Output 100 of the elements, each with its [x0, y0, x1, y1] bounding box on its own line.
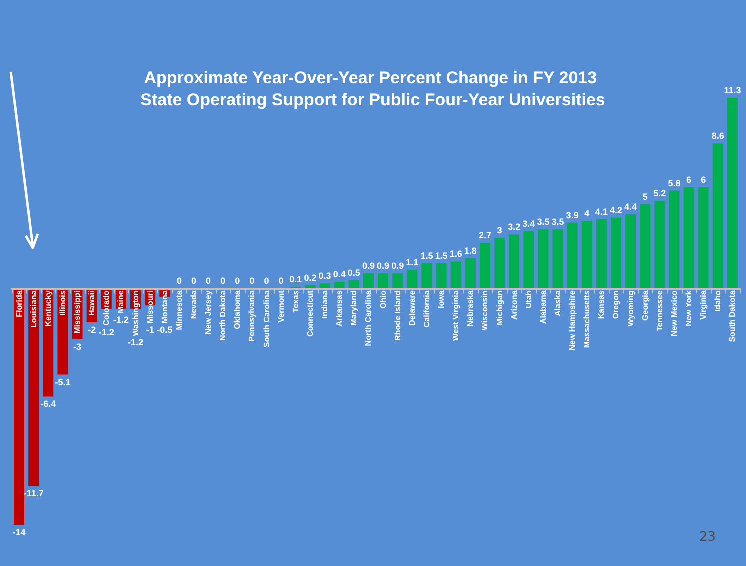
x-tick-label: Arkansas: [335, 290, 344, 327]
data-label: 0: [176, 276, 182, 286]
data-label: 0.9: [392, 261, 404, 272]
x-tick-label: North Carolina: [364, 290, 374, 346]
data-label: 1.8: [464, 246, 477, 256]
data-label: 4.4: [624, 202, 638, 212]
text: 23: [699, 530, 716, 545]
x-tick-label: California: [422, 290, 432, 328]
x-tick-label: Florida: [14, 290, 24, 318]
data-label: 0: [250, 276, 255, 286]
data-label: 1.5: [435, 250, 448, 261]
x-tick-label: Iowa: [437, 290, 446, 308]
x-tick-label: Mississippi: [73, 290, 82, 334]
data-label: 1.1: [406, 258, 419, 268]
x-tick-label: Vermont: [276, 290, 286, 323]
x-tick-label: Nevada: [190, 290, 198, 320]
x-tick-label: Ohio: [378, 290, 388, 309]
x-tick-label: Wisconsin: [480, 290, 490, 331]
x-tick-label: North Dakota: [218, 290, 228, 341]
x-tick-label: South Dakota: [728, 290, 738, 342]
x-tick-label: Tennessee: [655, 290, 664, 332]
data-label: 4: [584, 208, 590, 219]
x-tick-label: New Jersey: [204, 290, 214, 335]
x-tick-label: Connecticut: [306, 290, 315, 337]
x-tick-label: Utah: [524, 290, 534, 308]
data-label: 0.4: [333, 269, 346, 280]
x-tick-label: Wyoming: [626, 290, 636, 327]
x-tick-label: South Carolina: [262, 290, 272, 348]
x-tick-label: Oregon: [612, 290, 621, 320]
data-label: -2: [88, 324, 96, 335]
x-tick-label: Michigan: [495, 290, 504, 326]
data-label: -0.5: [157, 325, 173, 336]
x-tick-label: New York: [684, 290, 694, 326]
x-tick-label: Kansas: [597, 290, 606, 320]
chart-title: Approximate Year-Over-Year Percent Change in FY 2013 State Operating Support for Public Four-Year Universities: [140, 68, 606, 110]
data-label: 4.2: [610, 205, 622, 216]
x-tick-label: Washington: [131, 290, 140, 336]
data-label: 3.5: [552, 217, 564, 228]
data-label: -1: [146, 325, 154, 336]
data-label: 0.3: [318, 271, 332, 282]
data-label: 0.2: [304, 272, 317, 283]
data-label: 2.7: [478, 230, 492, 241]
x-tick-label: Minnesota: [174, 290, 184, 330]
x-tick-label: Hawaii: [88, 290, 97, 316]
data-label: 3.2: [508, 222, 521, 232]
data-label: 6: [701, 174, 706, 185]
data-label: 0.9: [377, 261, 390, 272]
data-label: 0: [220, 276, 226, 286]
data-label: 1.5: [420, 250, 434, 261]
data-label: 0: [191, 276, 197, 286]
data-label: -14: [12, 528, 26, 538]
x-tick-label: Louisiana: [29, 290, 38, 328]
data-label: 0: [206, 276, 212, 286]
x-tick-label: Virginia: [699, 290, 708, 320]
x-tick-label: Indiana: [320, 290, 330, 319]
data-label: 5: [642, 192, 648, 202]
data-label: -3: [74, 342, 82, 352]
data-label: -1.2: [113, 314, 129, 325]
x-tick-label: Illinois: [58, 290, 68, 316]
x-tick-label: Arizona: [510, 290, 519, 320]
x-tick-label: West Virginia: [452, 290, 461, 342]
x-tick-label: Texas: [291, 290, 300, 313]
x-tick-label: Alabama: [538, 290, 548, 324]
data-label: -1.2: [98, 327, 114, 338]
data-label: 3.9: [566, 210, 579, 220]
x-tick-label: Colorado: [102, 290, 112, 326]
data-label: 3: [497, 226, 502, 236]
x-tick-label: Missouri: [146, 290, 155, 324]
data-label: 5.8: [668, 178, 681, 188]
x-tick-label: Pennsylvania: [248, 290, 257, 342]
x-tick-label: Delaware: [408, 290, 417, 326]
x-tick-label: Montana: [160, 290, 170, 324]
data-label: 0: [235, 276, 240, 286]
data-label: -1.2: [128, 338, 144, 348]
data-label: 0: [264, 276, 270, 286]
data-label: 4.1: [595, 207, 608, 218]
x-tick-label: Rhode Island: [393, 290, 402, 341]
data-label: 0.5: [348, 268, 360, 278]
data-label: 0.9: [362, 261, 375, 272]
data-label: 0: [278, 276, 284, 286]
data-label: -6.4: [40, 399, 56, 410]
data-label: -5.1: [55, 377, 71, 388]
data-label: 8.6: [712, 131, 724, 142]
data-label: 1.6: [450, 249, 462, 260]
x-tick-label: Massachusetts: [582, 290, 592, 348]
data-label: 5.2: [654, 188, 666, 198]
x-tick-label: Kentucky: [44, 290, 53, 327]
x-tick-label: Georgia: [640, 290, 650, 321]
x-tick-label: Alaska: [554, 290, 562, 317]
x-tick-label: Maine: [116, 290, 126, 314]
data-label: 0.1: [290, 274, 302, 285]
x-tick-label: Oklahoma: [233, 290, 242, 330]
data-label: 3.5: [537, 217, 550, 228]
x-tick-label: Idaho: [714, 290, 723, 312]
data-label: 6: [686, 174, 692, 185]
x-tick-label: New Hampshire: [568, 290, 578, 351]
data-label: 11.3: [724, 86, 742, 96]
data-label: 3.4: [522, 218, 536, 229]
x-tick-label: New Mexico: [670, 290, 679, 337]
x-tick-label: Maryland: [350, 290, 359, 326]
